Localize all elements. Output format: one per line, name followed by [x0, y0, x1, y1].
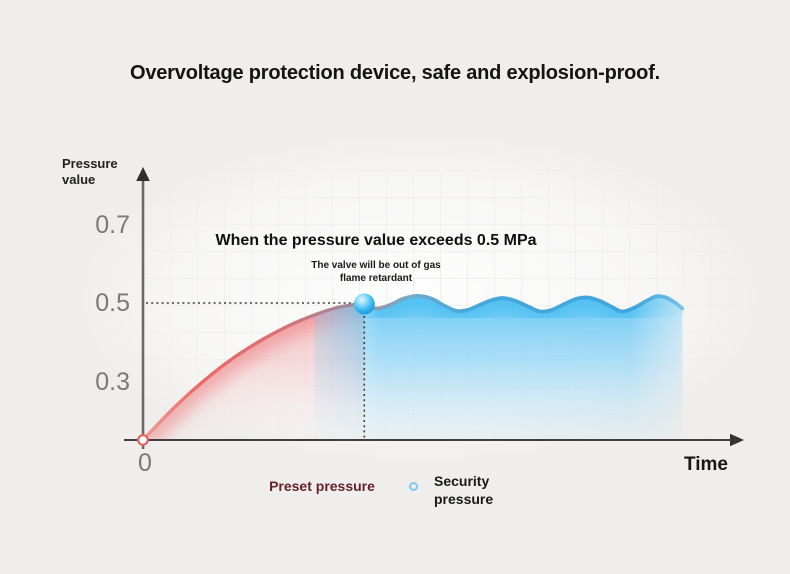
- legend-label-security-pressure: Security pressure: [434, 473, 494, 507]
- security-pressure-area: [314, 295, 683, 440]
- callout-subtext: The valve will be out of gas flame retar…: [126, 259, 626, 285]
- security-pressure-curve: [362, 293, 685, 314]
- y-axis-arrow: [136, 167, 150, 181]
- origin-marker: [137, 434, 149, 446]
- y-tick-label: 0.5: [95, 289, 130, 317]
- callout-subtext-line2: flame retardant: [339, 273, 413, 284]
- y-tick-label: 0.7: [95, 210, 130, 239]
- x-axis-arrow: [730, 433, 744, 447]
- origin-tick-label: 0: [138, 449, 152, 477]
- threshold-marker-dot: [353, 293, 375, 315]
- legend-label-preset-pressure: Preset pressure: [269, 478, 375, 494]
- preset-pressure-curve: [141, 301, 366, 442]
- callout-subtext-line1: The valve will be out of gas: [311, 260, 441, 271]
- callout-headline: When the pressure value exceeds 0.5 MPa: [215, 232, 537, 249]
- y-tick-label: 0.3: [95, 367, 130, 396]
- security-pressure-legend-marker-icon: [409, 482, 418, 491]
- y-axis-title: Pressure value: [62, 156, 118, 187]
- x-axis-title: Time: [683, 454, 728, 475]
- page-title: Overvoltage protection device, safe and …: [129, 62, 661, 84]
